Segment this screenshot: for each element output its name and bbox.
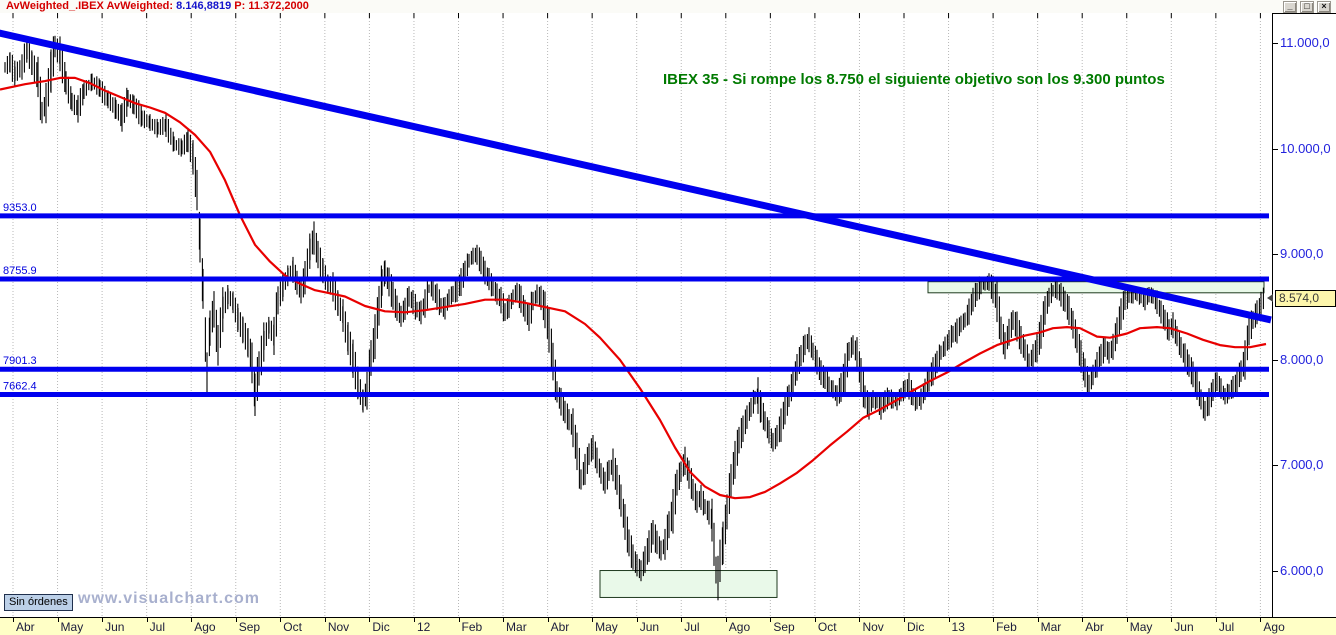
x-tick-mark (1082, 618, 1084, 622)
x-tick-mark (904, 618, 905, 622)
title-indicator-value: 8.146,8819 (176, 0, 232, 12)
x-tick-mark (681, 618, 683, 622)
x-axis-label: Mar (506, 620, 527, 634)
x-tick-mark (1126, 618, 1128, 622)
x-tick-mark (859, 618, 861, 622)
window-controls: _ □ × (1283, 1, 1331, 13)
x-axis-label: Abr (1085, 620, 1104, 634)
descending-trendline[interactable] (0, 29, 1272, 324)
x-tick-mark (1260, 618, 1262, 622)
x-tick-mark (191, 618, 193, 622)
x-axis-label: Abr (550, 620, 570, 634)
level-label: 9353.0 (3, 202, 37, 214)
y-tick-mark (1273, 43, 1278, 44)
x-axis-label: Jul (149, 620, 165, 634)
y-tick-mark (1273, 571, 1278, 572)
avweighted-ma-line (0, 76, 1267, 500)
title-last-price: P: 11.372,2000 (234, 0, 309, 12)
x-tick-mark (280, 618, 282, 622)
level-label: 7662.4 (3, 380, 37, 392)
close-button[interactable]: × (1317, 1, 1331, 13)
orders-status-button[interactable]: Sin órdenes (4, 594, 73, 611)
x-tick-mark (324, 618, 326, 622)
x-axis-label: Oct (283, 620, 302, 634)
x-axis-label: Sep (238, 620, 261, 634)
x-axis-label: Dic (372, 620, 390, 634)
time-axis[interactable]: Abr May Jun Jul Ago Sep Oct Nov Dic 12 Feb Mar Abr Ma… (0, 617, 1336, 635)
x-axis-label: Jun (1174, 620, 1194, 634)
y-axis-label: 8.000,0 (1280, 351, 1324, 367)
x-axis-label: May (60, 620, 84, 634)
x-axis-label: Ago (728, 620, 751, 634)
x-axis-label: May (1129, 620, 1153, 634)
y-axis-label: 11.000,0 (1280, 35, 1330, 50)
x-tick-mark (1171, 618, 1173, 622)
y-tick-mark (1273, 254, 1278, 256)
x-tick-mark (770, 618, 772, 622)
y-tick-mark (1273, 465, 1278, 467)
price-marker-arrow-icon (1267, 294, 1273, 302)
x-tick-mark (102, 618, 104, 622)
top-tick-marks (12, 13, 1261, 18)
x-axis-label: Sep (773, 620, 795, 634)
x-tick-mark (993, 618, 995, 622)
chart-title-bar: AvWeighted_.IBEX AvWeighted: 8.146,8819 … (0, 0, 1336, 13)
x-axis-label: Jul (1218, 620, 1235, 634)
target-zones (599, 281, 1265, 598)
x-tick-mark (948, 618, 950, 622)
x-tick-mark (592, 618, 594, 622)
x-tick-mark (1215, 618, 1217, 622)
y-axis-label: 9.000,0 (1280, 246, 1324, 262)
x-axis-label: Abr (16, 620, 35, 634)
y-tick-mark (1273, 359, 1278, 361)
x-tick-mark (458, 618, 460, 622)
visualchart-watermark: www.visualchart.com (78, 590, 261, 607)
x-tick-mark (547, 618, 549, 622)
chart-annotation-text: IBEX 35 - Si rompe los 8.750 el siguient… (663, 71, 1165, 88)
x-axis-label: 13 (951, 620, 965, 634)
price-axis[interactable]: 11.000,0 10.000,0 9.000,0 8.000,0 7.000,0 6.0… (1272, 13, 1336, 618)
x-axis-label: Nov (862, 620, 884, 634)
target-zone (599, 570, 778, 598)
y-axis-label: 6.000,0 (1280, 563, 1324, 578)
x-tick-mark (413, 618, 415, 622)
x-tick-mark (57, 618, 59, 622)
title-indicator-label: AvWeighted: (106, 0, 174, 12)
x-tick-mark (1037, 618, 1039, 622)
title-symbol: AvWeighted_.IBEX (6, 0, 104, 12)
x-axis-label: Dic (907, 620, 925, 634)
level-label: 7901.3 (3, 355, 37, 367)
x-axis-label: Feb (996, 620, 1017, 634)
x-tick-mark (146, 618, 148, 622)
x-tick-mark (13, 618, 14, 622)
x-axis-label: Jun (639, 620, 660, 634)
x-axis-label: Feb (461, 620, 483, 634)
x-axis-label: Ago (194, 620, 216, 634)
x-tick-mark (369, 618, 371, 622)
x-tick-mark (636, 618, 638, 622)
y-tick-mark (1273, 148, 1278, 150)
x-axis-label: Ago (1263, 620, 1285, 634)
maximize-button[interactable]: □ (1300, 1, 1314, 13)
x-tick-mark (235, 618, 237, 622)
x-tick-mark (814, 618, 816, 622)
price-bars (4, 35, 1264, 601)
level-label: 8755.9 (3, 265, 37, 277)
x-tick-mark (725, 618, 727, 622)
x-tick-mark (503, 618, 505, 622)
x-axis-label: Nov (327, 620, 350, 634)
last-price-badge: 8.574,0 (1275, 290, 1336, 307)
y-axis-label: 7.000,0 (1280, 457, 1324, 473)
x-axis-label: Mar (1040, 620, 1062, 634)
x-axis-label: 12 (416, 620, 431, 634)
x-axis-label: Jun (105, 620, 125, 634)
x-axis-label: Jul (684, 620, 700, 634)
y-axis-label: 10.000,0 (1280, 140, 1331, 156)
price-chart-canvas[interactable]: 9353.0 8755.9 7901.3 7662.4 (0, 13, 1272, 617)
price-levels: 9353.0 8755.9 7901.3 7662.4 (0, 202, 1269, 397)
x-axis-label: May (595, 620, 618, 634)
x-axis-label: Oct (817, 620, 837, 634)
minimize-button[interactable]: _ (1283, 1, 1297, 13)
